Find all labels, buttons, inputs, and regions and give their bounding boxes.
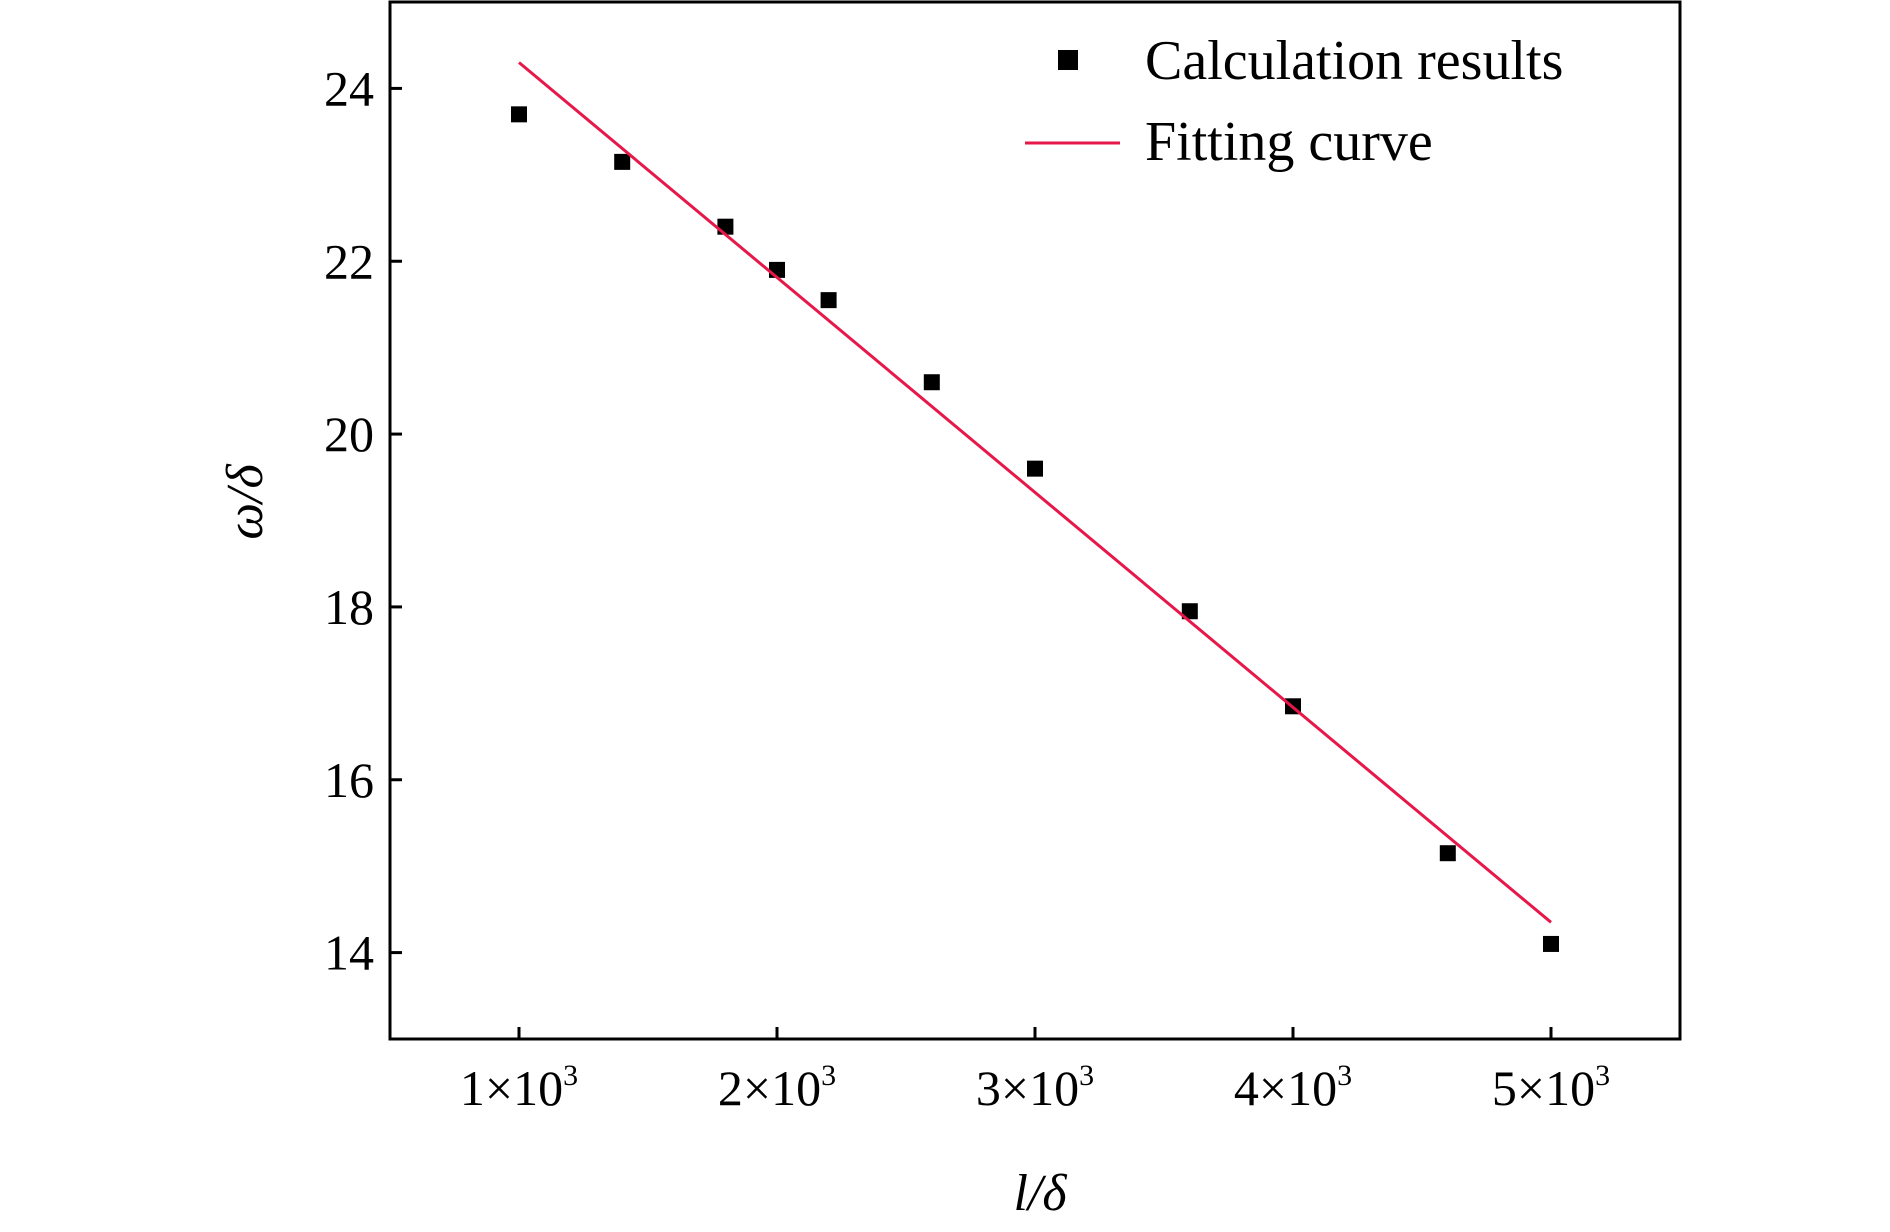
x-tick-exponent: 3 — [1079, 1059, 1094, 1092]
data-point — [769, 261, 785, 278]
y-tick-label: 20 — [324, 406, 374, 462]
plot-frame — [388, 0, 1682, 1041]
x-tick-exponent: 3 — [563, 1059, 578, 1092]
y-axis: 14 16 18 20 22 24 — [324, 60, 402, 981]
data-point — [614, 153, 631, 170]
data-point — [1027, 460, 1043, 477]
x-tick-exponent: 3 — [1337, 1059, 1352, 1092]
data-point — [717, 218, 734, 235]
data-point — [923, 374, 940, 391]
x-tick-label: 1×103 — [460, 1059, 578, 1116]
data-point — [1543, 935, 1559, 952]
y-tick-label: 24 — [324, 60, 374, 116]
x-tick-mantissa: 5×10 — [1492, 1060, 1595, 1116]
plot-area — [511, 61, 1559, 952]
x-tick-label: 2×103 — [718, 1059, 836, 1116]
y-tick-label: 18 — [324, 579, 374, 635]
x-tick-exponent: 3 — [821, 1059, 836, 1092]
legend-marker-calculation-results — [1058, 50, 1078, 70]
data-point — [511, 106, 527, 123]
x-axis-title: l/δ — [1013, 1165, 1067, 1222]
y-tick-label: 22 — [324, 233, 374, 289]
legend-label-calculation-results: Calculation results — [1145, 30, 1563, 92]
x-tick-mantissa: 2×10 — [718, 1060, 821, 1116]
x-axis: 1×103 2×103 3×103 4×103 5×103 — [460, 1027, 1610, 1116]
data-point — [1181, 603, 1198, 620]
x-tick-label: 3×103 — [976, 1059, 1094, 1116]
x-tick-mantissa: 4×10 — [1234, 1060, 1337, 1116]
fitting-curve-line — [518, 61, 1552, 924]
legend: Calculation results Fitting curve — [1025, 30, 1563, 173]
data-point — [820, 292, 837, 309]
y-tick-label: 14 — [324, 925, 374, 981]
x-tick-label: 4×103 — [1234, 1059, 1352, 1116]
x-tick-mantissa: 1×10 — [460, 1060, 563, 1116]
x-tick-exponent: 3 — [1595, 1059, 1610, 1092]
x-tick-label: 5×103 — [1492, 1059, 1610, 1116]
data-point — [1439, 845, 1456, 862]
y-tick-label: 16 — [324, 752, 374, 808]
legend-label-fitting-curve: Fitting curve — [1145, 111, 1433, 173]
x-tick-mantissa: 3×10 — [976, 1060, 1079, 1116]
y-axis-title: ω/δ — [217, 464, 274, 540]
